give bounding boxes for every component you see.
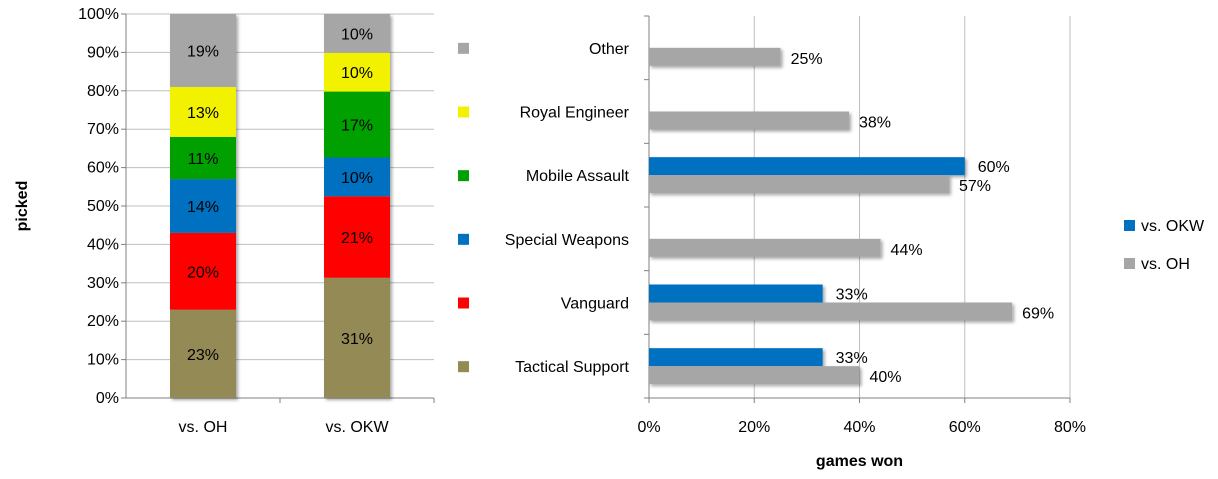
category-label-mobile-assault: Mobile Assault [526, 168, 630, 185]
data-label-vs-okw-special-weapons: 10% [341, 170, 373, 187]
data-label-vs-oh-mobile-assault: 11% [188, 151, 219, 168]
y-tick-label: 60% [87, 160, 119, 177]
x-axis-title: games won [816, 453, 903, 470]
data-label-vs-oh-special-weapons: 14% [187, 199, 219, 216]
bar-vanguard-vs-oh [649, 302, 1013, 321]
data-label-tactical-support-vs-oh: 40% [870, 369, 902, 386]
legend-swatch-vs-oh [1124, 258, 1135, 269]
data-label-vs-okw-tactical-support: 31% [341, 331, 373, 348]
bar-segment-vs-okw-tactical-support [324, 277, 390, 398]
bar-other-vs-oh [649, 47, 781, 66]
bar-tactical-support-vs-oh [649, 366, 860, 385]
y-tick-label: 30% [87, 275, 119, 292]
legend-label-vs-oh: vs. OH [1141, 256, 1190, 273]
bar-segment-vs-okw-royal-engineer [324, 52, 390, 92]
data-label-vanguard-vs-okw: 33% [836, 287, 868, 304]
y-tick-label: 0% [96, 390, 119, 407]
data-label-vs-oh-tactical-support: 23% [187, 347, 219, 364]
bar-group-special-weapons [649, 238, 881, 257]
y-tick-label: 80% [87, 83, 119, 100]
bar-group-royal-engineer [649, 111, 849, 130]
data-label-mobile-assault-vs-oh: 57% [959, 178, 991, 195]
category-label-tactical-support: Tactical Support [515, 359, 629, 376]
category-marker-royal-engineer [458, 106, 469, 118]
bar-mobile-assault-vs-okw [649, 157, 965, 176]
legend: vs. OKW vs. OH [1124, 218, 1205, 273]
bar-group-mobile-assault [649, 157, 965, 194]
bar-segment-vs-oh-mobile-assault [170, 136, 236, 180]
bar-segment-vs-oh-vanguard [170, 232, 236, 310]
bar-segment-vs-okw-vanguard [324, 196, 390, 278]
category-marker-tactical-support [458, 361, 469, 373]
horizontal-bar-chart-games-won: 0% 20% 40% 60% 80% games won Other 25% Royal Eng… [458, 15, 1205, 470]
legend-label-vs-okw: vs. OKW [1141, 218, 1205, 235]
bar-special-weapons-vs-oh [649, 238, 881, 257]
x-tick-label: vs. OH [179, 419, 228, 436]
y-axis-title: picked [14, 181, 31, 232]
bar-royal-engineer-vs-oh [649, 111, 849, 130]
x-tick-label: 60% [949, 419, 981, 436]
bar-tactical-support-vs-okw [649, 348, 823, 367]
x-tick-label: 0% [637, 419, 660, 436]
category-marker-other [458, 42, 469, 54]
y-tick-label: 50% [87, 198, 119, 215]
bar-segment-vs-okw-other [324, 14, 390, 53]
x-tick-label: 80% [1054, 419, 1086, 436]
legend-swatch-vs-okw [1124, 220, 1135, 231]
x-tick-label: 20% [738, 419, 770, 436]
data-label-other-vs-oh: 25% [791, 51, 823, 68]
category-label-special-weapons: Special Weapons [505, 232, 629, 249]
bar-stack-vs-okw [324, 14, 390, 398]
bar-mobile-assault-vs-oh [649, 175, 949, 194]
bar-group-other [649, 47, 781, 66]
bar-segment-vs-oh-royal-engineer [170, 86, 236, 137]
x-tick-label: 40% [843, 419, 875, 436]
y-tick-label: 40% [87, 236, 119, 253]
data-label-vs-okw-other: 10% [341, 26, 373, 43]
data-label-special-weapons-vs-oh: 44% [891, 242, 923, 259]
data-label-vanguard-vs-oh: 69% [1022, 306, 1054, 323]
data-label-vs-oh-other: 19% [187, 43, 219, 60]
data-label-vs-oh-vanguard: 20% [187, 264, 219, 281]
bar-group-tactical-support [649, 348, 860, 385]
data-label-vs-okw-royal-engineer: 10% [341, 65, 373, 82]
y-tick-label: 10% [87, 352, 119, 369]
category-label-other: Other [589, 41, 630, 58]
bar-group-vanguard [649, 284, 1013, 321]
category-marker-vanguard [458, 297, 469, 309]
bar-segment-vs-okw-mobile-assault [324, 91, 390, 158]
category-marker-special-weapons [458, 233, 469, 245]
bar-vanguard-vs-okw [649, 284, 823, 303]
data-label-vs-oh-royal-engineer: 13% [187, 105, 219, 122]
category-label-royal-engineer: Royal Engineer [520, 105, 630, 122]
bar-segment-vs-okw-special-weapons [324, 157, 390, 197]
data-label-tactical-support-vs-okw: 33% [836, 350, 868, 367]
stacked-bar-chart-picked: 0% 10% 20% 30% 40% 50% 60% 70% 80% 90% 100% picked v… [14, 6, 435, 436]
y-tick-label: 90% [87, 44, 119, 61]
y-tick-label: 100% [78, 6, 119, 23]
y-tick-label: 70% [87, 121, 119, 138]
category-label-vanguard: Vanguard [561, 296, 629, 313]
data-label-mobile-assault-vs-okw: 60% [978, 159, 1010, 176]
data-label-vs-okw-mobile-assault: 17% [341, 118, 373, 135]
bar-segment-vs-oh-tactical-support [170, 309, 236, 398]
data-label-vs-okw-vanguard: 21% [341, 230, 373, 247]
x-tick-label: vs. OKW [325, 419, 389, 436]
bar-segment-vs-oh-other [170, 14, 236, 87]
bar-segment-vs-oh-special-weapons [170, 179, 236, 233]
category-marker-mobile-assault [458, 170, 469, 182]
data-label-royal-engineer-vs-oh: 38% [859, 115, 891, 132]
y-tick-label: 20% [87, 313, 119, 330]
bar-stack-vs-oh [170, 14, 236, 398]
